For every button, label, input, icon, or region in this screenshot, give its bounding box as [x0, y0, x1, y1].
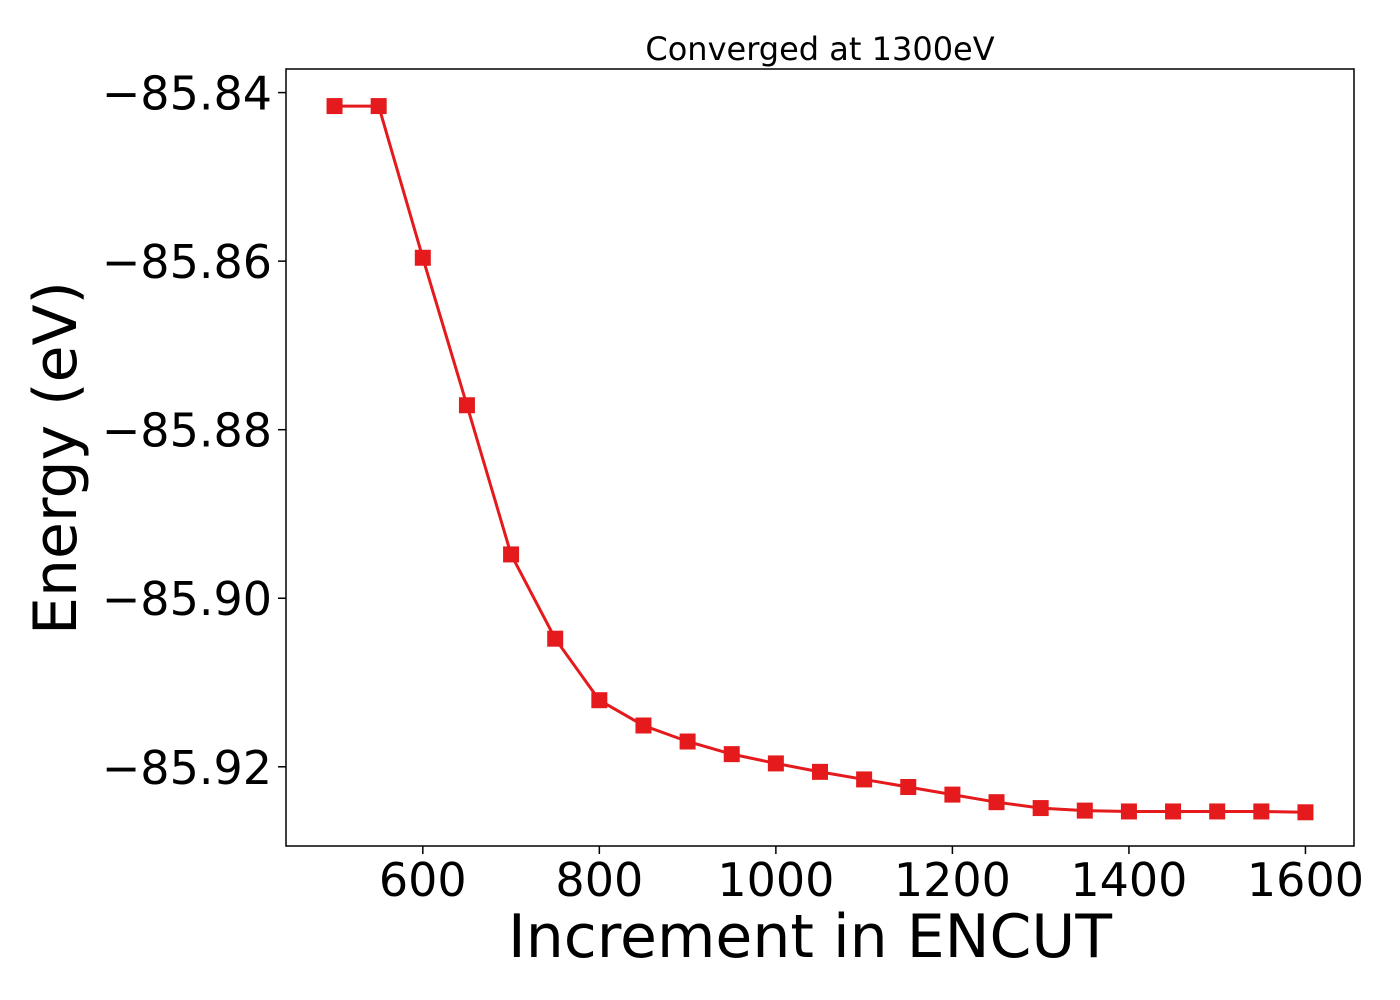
x-tick-label: 1000 — [717, 853, 834, 907]
y-tick-label: −85.84 — [102, 67, 272, 121]
data-point — [944, 786, 961, 803]
data-point — [679, 733, 696, 750]
data-point — [1297, 804, 1314, 821]
data-point — [856, 771, 873, 788]
x-tick-label: 1400 — [1070, 853, 1187, 907]
data-point — [414, 249, 431, 266]
data-point — [1076, 802, 1093, 819]
data-point — [458, 397, 475, 414]
x-axis-ticks: 600 800 1000 1200 1400 1600 — [379, 846, 1364, 907]
data-point — [370, 98, 387, 115]
data-point — [900, 779, 917, 796]
y-axis-ticks: −85.84 −85.86 −85.88 −85.90 −85.92 — [102, 67, 286, 795]
data-point — [1120, 803, 1137, 820]
data-point — [812, 763, 828, 780]
y-tick-label: −85.88 — [102, 404, 272, 458]
data-point — [547, 630, 564, 647]
data-point — [988, 794, 1005, 811]
data-point — [1209, 803, 1226, 820]
x-tick-label: 800 — [555, 853, 643, 907]
x-tick-label: 1200 — [894, 853, 1011, 907]
chart-title: Converged at 1300eV — [645, 30, 994, 68]
y-axis-label: Energy (eV) — [21, 281, 91, 635]
x-tick-label: 1600 — [1247, 853, 1364, 907]
x-tick-label: 600 — [379, 853, 467, 907]
x-axis-label: Increment in ENCUT — [508, 902, 1112, 972]
data-point — [326, 98, 343, 115]
plot-frame — [285, 68, 1355, 847]
data-point — [591, 692, 608, 709]
data-point — [635, 717, 652, 734]
y-tick-label: −85.90 — [102, 572, 272, 626]
series-layer — [326, 98, 1314, 821]
data-point — [767, 755, 784, 772]
y-tick-label: −85.92 — [102, 741, 272, 795]
data-point — [1253, 803, 1270, 820]
data-point — [503, 546, 520, 563]
data-point — [723, 746, 740, 763]
data-point — [1032, 800, 1049, 817]
y-tick-label: −85.86 — [102, 235, 272, 289]
data-point — [1165, 803, 1182, 820]
